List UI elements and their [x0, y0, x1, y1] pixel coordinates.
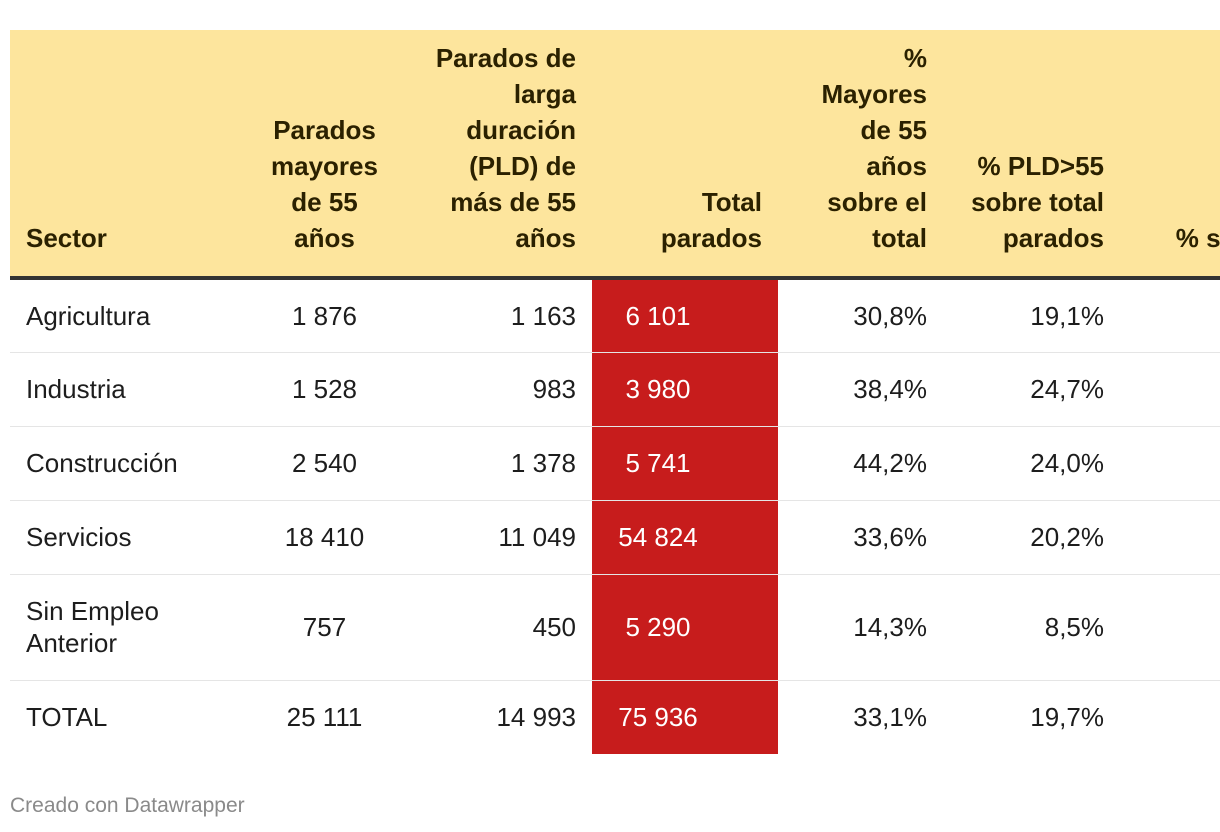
table-row: Construcción 2 540 1 378 5 741 44,2% 24,… [10, 426, 1220, 501]
cell-pct-mayores: 44,2% [778, 426, 943, 501]
col-header-pct-mayores[interactable]: % Mayores de 55 años sobre el total [778, 30, 943, 280]
cell-sector: Sin Empleo Anterior [10, 574, 242, 681]
cell-total: 5 290 [592, 574, 778, 681]
cell-pct-pld: 19,7% [1030, 702, 1104, 733]
cell-mayores55: 757 [242, 574, 407, 681]
cell-pct-last: ( [1120, 500, 1220, 575]
footer-credit[interactable]: Creado con Datawrapper [10, 794, 245, 817]
cell-pld55: 1 378 [407, 426, 592, 501]
col-header-pct-pld[interactable]: % PLD>55 sobre total parados [943, 30, 1120, 280]
cell-mayores55: 2 540 [242, 426, 407, 501]
cell-total: 3 980 [592, 352, 778, 427]
cell-pct-last: : [1120, 574, 1220, 681]
table-row: Agricultura 1 876 1 163 6 101 30,8% 19,1… [10, 278, 1220, 353]
cell-pct-mayores: 14,3% [778, 574, 943, 681]
cell-total: 54 824 [592, 500, 778, 575]
cell-pld55: 1 163 [407, 278, 592, 353]
cell-mayores55: 1 876 [242, 278, 407, 353]
table-row: Industria 1 528 983 3 980 38,4% 24,7% ( [10, 352, 1220, 427]
col-header-sector[interactable]: Sector [10, 30, 242, 280]
cell-sector: Agricultura [10, 278, 242, 353]
cell-mayores55: 25 111 [286, 702, 363, 733]
cell-sector: Industria [10, 352, 242, 427]
cell-pct-mayores: 30,8% [778, 278, 943, 353]
cell-pld55: 14 993 [496, 702, 576, 733]
cell-mayores55: 1 528 [242, 352, 407, 427]
header-row: Sector Parados mayores de 55 años Parado… [10, 30, 1220, 280]
cell-total: 5 741 [592, 426, 778, 501]
cell-pct-mayores: 33,6% [778, 500, 943, 575]
table-row-total: TOTAL 25 111 14 993 75 936 33,1% 19,7% : [10, 680, 1220, 754]
cell-pct-pld: 19,1% [943, 278, 1120, 353]
col-header-total[interactable]: Total parados [592, 30, 778, 280]
table-row: Servicios 18 410 11 049 54 824 33,6% 20,… [10, 500, 1220, 575]
cell-pct-pld: 20,2% [943, 500, 1120, 575]
data-table: Sector Parados mayores de 55 años Parado… [10, 30, 1220, 754]
cell-mayores55: 18 410 [242, 500, 407, 575]
cell-pct-pld: 24,0% [943, 426, 1120, 501]
cell-pct-last: ( [1120, 278, 1220, 353]
cell-pct-pld: 8,5% [943, 574, 1120, 681]
cell-total: 6 101 [592, 278, 778, 353]
cell-sector: Construcción [10, 426, 242, 501]
table-row: Sin Empleo Anterior 757 450 5 290 14,3% … [10, 574, 1220, 681]
cell-pld55: 983 [407, 352, 592, 427]
cell-pld55: 450 [407, 574, 592, 681]
cell-pct-mayores: 38,4% [778, 352, 943, 427]
cell-total: 75 936 [592, 680, 778, 754]
col-header-pct-last[interactable]: % s par [1120, 30, 1220, 280]
cell-pld55: 11 049 [407, 500, 592, 575]
cell-pct-last: ( [1120, 352, 1220, 427]
cell-sector: Servicios [10, 500, 242, 575]
col-header-mayores55[interactable]: Parados mayores de 55 años [242, 30, 407, 280]
cell-sector: TOTAL [26, 702, 108, 733]
cell-pct-pld: 24,7% [943, 352, 1120, 427]
cell-pct-mayores: 33,1% [853, 702, 927, 733]
table-container: Sector Parados mayores de 55 años Parado… [10, 30, 1220, 756]
col-header-pld55[interactable]: Parados de larga duración (PLD) de más d… [407, 30, 592, 280]
cell-pct-last: : [1120, 680, 1220, 754]
cell-pct-last: : [1120, 426, 1220, 501]
